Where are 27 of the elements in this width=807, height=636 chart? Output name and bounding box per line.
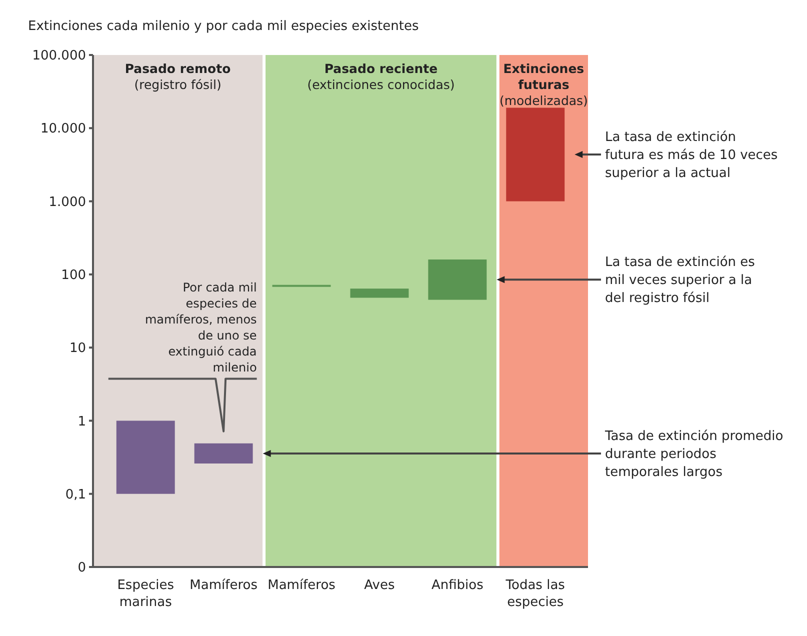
annotation: Por cada mil especies de mamíferos, menos de uno se extinguió cada milenio	[144, 280, 257, 375]
y-tick-label: 10.000	[40, 122, 86, 137]
text: La tasa de extinción futura es más de 10 veces superior a la actual	[605, 130, 778, 182]
bar	[506, 108, 565, 202]
y-tick-label: 1.000	[48, 194, 86, 210]
annotation: Pasado remoto (registro fósil)	[124, 61, 232, 92]
chart-title: Extinciones cada milenio y por cada mil especies existentes	[28, 19, 419, 34]
y-tick-label: 100.000	[32, 48, 86, 64]
annotation: Pasado reciente (extinciones conocidas)	[307, 61, 455, 92]
annotation: Extinciones futuras (modelizadas)	[499, 61, 588, 108]
y-tick-label: 0	[78, 560, 86, 576]
bar	[428, 260, 487, 300]
text: La tasa de extinción es mil veces superior a la del registro fósil	[605, 255, 756, 306]
x-tick-label: Aves	[364, 578, 395, 593]
x-tick-label: Mamíferos	[268, 578, 336, 593]
y-tick-label: 10	[69, 341, 86, 356]
y-tick-label: 100	[61, 268, 86, 283]
bar	[116, 420, 175, 494]
x-tick-label: Todas las especies	[504, 578, 566, 610]
x-tick-label: Anfibios	[431, 578, 484, 593]
bar	[194, 443, 253, 464]
text: Tasa de extinción promedio durante periodos temporales largos	[604, 428, 784, 480]
x-tick-label: Mamíferos	[190, 578, 258, 593]
y-tick-label: 0,1	[65, 487, 86, 502]
x-tick-label: Especies marinas	[117, 578, 174, 610]
y-tick-label: 1	[78, 414, 86, 430]
bar	[350, 288, 409, 298]
